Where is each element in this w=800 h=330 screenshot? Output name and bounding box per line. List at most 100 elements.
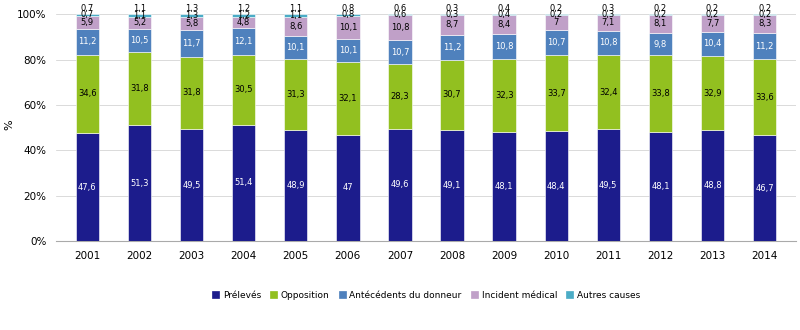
- Bar: [76, 29, 99, 54]
- Bar: [76, 133, 99, 241]
- Text: 0,3: 0,3: [446, 10, 458, 19]
- Text: 49,5: 49,5: [182, 181, 201, 190]
- Text: 1,2: 1,2: [237, 4, 250, 13]
- Bar: [128, 29, 151, 52]
- Bar: [753, 14, 776, 15]
- Bar: [493, 59, 516, 132]
- Bar: [440, 35, 464, 60]
- Text: 11,2: 11,2: [755, 42, 774, 50]
- Text: 10,8: 10,8: [495, 42, 514, 51]
- Bar: [493, 15, 516, 34]
- Bar: [128, 52, 151, 125]
- Bar: [649, 15, 672, 33]
- Bar: [545, 30, 568, 55]
- Bar: [440, 15, 464, 35]
- Bar: [701, 130, 724, 241]
- Bar: [753, 135, 776, 241]
- Text: 0,4: 0,4: [498, 4, 510, 13]
- Bar: [701, 15, 724, 32]
- Text: 8,7: 8,7: [446, 20, 458, 29]
- Text: 7,1: 7,1: [602, 18, 615, 27]
- Text: 32,3: 32,3: [495, 91, 514, 100]
- Text: 10,1: 10,1: [286, 43, 305, 52]
- Text: 0,8: 0,8: [342, 4, 354, 13]
- Bar: [493, 132, 516, 241]
- Bar: [597, 14, 620, 15]
- Text: 10,5: 10,5: [130, 36, 149, 45]
- Bar: [76, 14, 99, 16]
- Text: 33,6: 33,6: [755, 92, 774, 102]
- Text: 1,1: 1,1: [290, 4, 302, 13]
- Text: 48,1: 48,1: [495, 182, 514, 191]
- Bar: [545, 14, 568, 15]
- Text: 47: 47: [342, 183, 353, 192]
- Bar: [440, 60, 464, 130]
- Text: 0,2: 0,2: [654, 10, 667, 19]
- Text: 0,2: 0,2: [550, 4, 562, 13]
- Bar: [284, 59, 307, 130]
- Text: 7,7: 7,7: [706, 19, 719, 28]
- Text: 5,9: 5,9: [81, 18, 94, 27]
- Text: 1,3: 1,3: [185, 4, 198, 13]
- Bar: [284, 130, 307, 241]
- Bar: [76, 16, 99, 29]
- Text: 10,7: 10,7: [547, 38, 566, 47]
- Bar: [388, 40, 412, 64]
- Bar: [284, 16, 307, 36]
- Bar: [753, 59, 776, 135]
- Text: 32,1: 32,1: [338, 93, 357, 103]
- Legend: Prélevés, Opposition, Antécédents du donneur, Incident médical, Autres causes: Prélevés, Opposition, Antécédents du don…: [209, 288, 643, 302]
- Text: 8,3: 8,3: [758, 19, 771, 28]
- Text: 0,2: 0,2: [706, 10, 719, 19]
- Bar: [388, 14, 412, 16]
- Bar: [128, 17, 151, 29]
- Text: 31,8: 31,8: [130, 84, 149, 93]
- Bar: [701, 56, 724, 130]
- Bar: [753, 33, 776, 59]
- Text: 1,1: 1,1: [133, 4, 146, 13]
- Text: 48,1: 48,1: [651, 182, 670, 191]
- Text: 0,3: 0,3: [446, 4, 458, 13]
- Y-axis label: %: %: [4, 119, 14, 130]
- Bar: [597, 55, 620, 129]
- Text: 10,4: 10,4: [703, 39, 722, 48]
- Bar: [597, 15, 620, 31]
- Bar: [180, 17, 203, 30]
- Text: 48,8: 48,8: [703, 182, 722, 190]
- Bar: [545, 55, 568, 131]
- Text: 1,2: 1,2: [237, 11, 250, 20]
- Text: 10,1: 10,1: [338, 23, 357, 32]
- Text: 49,5: 49,5: [599, 181, 618, 190]
- Bar: [284, 14, 307, 16]
- Text: 32,9: 32,9: [703, 88, 722, 98]
- Bar: [180, 14, 203, 17]
- Bar: [649, 55, 672, 132]
- Text: 9,8: 9,8: [654, 40, 667, 49]
- Text: 0,6: 0,6: [394, 10, 406, 19]
- Text: 12,1: 12,1: [234, 37, 253, 46]
- Bar: [597, 129, 620, 241]
- Text: 10,1: 10,1: [338, 46, 357, 54]
- Bar: [336, 39, 359, 62]
- Bar: [336, 62, 359, 135]
- Bar: [336, 14, 359, 16]
- Text: 0,2: 0,2: [758, 4, 771, 13]
- Text: 30,7: 30,7: [442, 90, 462, 99]
- Text: 11,7: 11,7: [182, 39, 201, 48]
- Bar: [232, 14, 255, 17]
- Text: 47,6: 47,6: [78, 183, 97, 192]
- Bar: [180, 56, 203, 129]
- Text: 0,7: 0,7: [81, 10, 94, 19]
- Text: 7: 7: [554, 18, 559, 27]
- Text: 46,7: 46,7: [755, 184, 774, 193]
- Text: 11,2: 11,2: [443, 43, 462, 52]
- Bar: [232, 55, 255, 124]
- Text: 0,6: 0,6: [394, 4, 406, 13]
- Text: 33,7: 33,7: [547, 88, 566, 98]
- Bar: [753, 15, 776, 33]
- Text: 8,4: 8,4: [498, 20, 510, 29]
- Bar: [388, 129, 412, 241]
- Text: 32,4: 32,4: [599, 87, 618, 97]
- Bar: [232, 17, 255, 28]
- Bar: [649, 33, 672, 55]
